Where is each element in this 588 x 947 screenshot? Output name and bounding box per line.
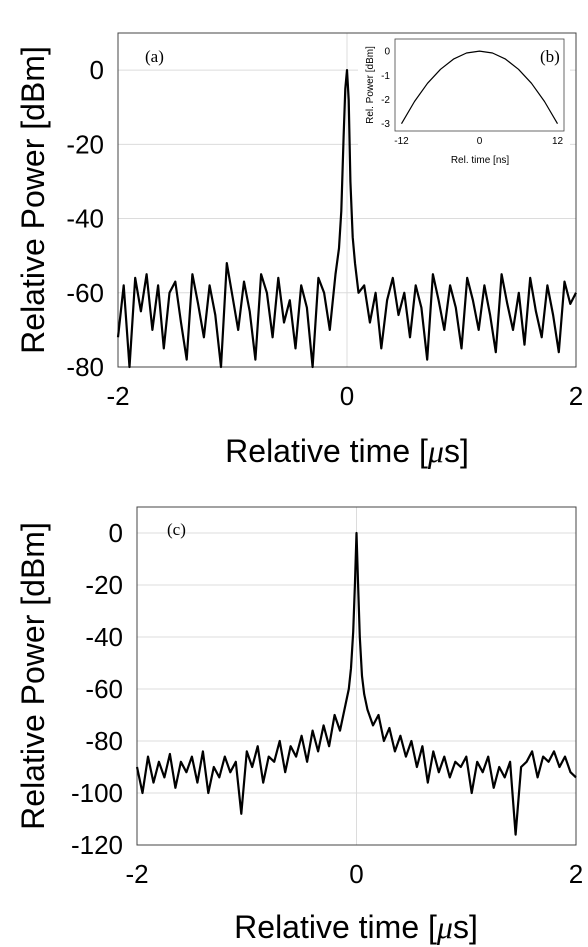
chart-a: 0-20-40-60-80 -2 0 2 (a) Relative Power [d…	[15, 32, 583, 469]
c-y-tick-label: -120	[71, 830, 123, 860]
chart-a-y-ticks: 0 -20 -40 -60 -80	[66, 55, 104, 382]
c-y-tick-label: -100	[71, 778, 123, 808]
chart-b-plot-area	[394, 38, 565, 132]
chart-b-x-axis-label: Rel. time [ns]	[451, 155, 510, 166]
c-y-tick-label: 0	[109, 518, 123, 548]
chart-a-x-ticks: -2 0 2	[106, 381, 583, 411]
a-x-tick-label: 0	[340, 381, 354, 411]
chart-b-y-axis-label: Rel. Power [dBm]	[365, 46, 376, 124]
chart-b-inset: 0 -1 -2 -3 -12 0 12 (b) Rel. Power [dBm] Rel.…	[358, 35, 570, 185]
chart-c-x-axis-label-mu: μ	[436, 909, 453, 945]
a-x-tick-label: -2	[106, 381, 129, 411]
chart-a-x-axis-label: Relative time [μs]	[225, 433, 469, 469]
c-y-tick-label: -80	[85, 726, 123, 756]
chart-c-y-axis-label: Relative Power [dBm]	[15, 522, 51, 830]
chart-b-y-ticks: 0 -1 -2 -3	[381, 47, 390, 131]
b-y-tick-label: 0	[384, 47, 390, 58]
chart-a-series-group	[116, 68, 577, 369]
c-series-line-0	[135, 531, 577, 836]
c-y-tick-label: -60	[85, 674, 123, 704]
chart-c-x-ticks: -2 0 2	[125, 859, 583, 889]
chart-c-x-axis-label: Relative time [μs]	[234, 909, 478, 945]
a-y-tick-label: -20	[66, 129, 104, 159]
a-y-tick-label: 0	[90, 55, 104, 85]
chart-a-y-axis-label: Relative Power [dBm]	[15, 46, 51, 354]
chart-c-panel-label: (c)	[167, 520, 186, 539]
chart-c-x-axis-label-prefix: Relative time [	[234, 909, 437, 945]
chart-c-plot-area	[136, 506, 577, 846]
chart-c-x-axis-label-suffix: s]	[453, 909, 478, 945]
b-y-tick-label: -3	[381, 119, 390, 130]
b-x-tick-label: 12	[552, 136, 564, 147]
chart-a-x-axis-label-suffix: s]	[444, 433, 469, 469]
chart-b-inset-background	[358, 35, 570, 185]
a-x-tick-label: 2	[569, 381, 583, 411]
chart-b-x-ticks: -12 0 12	[394, 136, 563, 147]
a-y-tick-label: -60	[66, 278, 104, 308]
b-x-tick-label: 0	[477, 136, 483, 147]
a-series-line-0	[116, 68, 577, 369]
c-x-tick-label: 2	[569, 859, 583, 889]
chart-b-series-group	[400, 50, 559, 125]
b-x-tick-label: -12	[394, 136, 409, 147]
chart-a-x-axis-label-prefix: Relative time [	[225, 433, 428, 469]
chart-c-series-group	[135, 531, 577, 836]
c-x-tick-label: -2	[125, 859, 148, 889]
b-y-tick-label: -2	[381, 95, 390, 106]
chart-b-panel-label: (b)	[540, 47, 560, 66]
b-y-tick-label: -1	[381, 71, 390, 82]
a-y-tick-label: -40	[66, 204, 104, 234]
c-y-tick-label: -20	[85, 570, 123, 600]
c-x-tick-label: 0	[349, 859, 363, 889]
c-y-tick-label: -40	[85, 622, 123, 652]
chart-c: 0-20-40-60-80-100-120 -2 0 2 (c) Relative …	[15, 506, 583, 945]
a-y-tick-label: -80	[66, 352, 104, 382]
chart-c-y-ticks: 0 -20 -40 -60 -80 -100 -120	[71, 518, 123, 860]
chart-a-panel-label: (a)	[145, 47, 164, 66]
chart-a-x-axis-label-mu: μ	[427, 433, 444, 469]
b-series-line-0	[400, 50, 559, 125]
chart-a-plot-area	[117, 32, 577, 368]
